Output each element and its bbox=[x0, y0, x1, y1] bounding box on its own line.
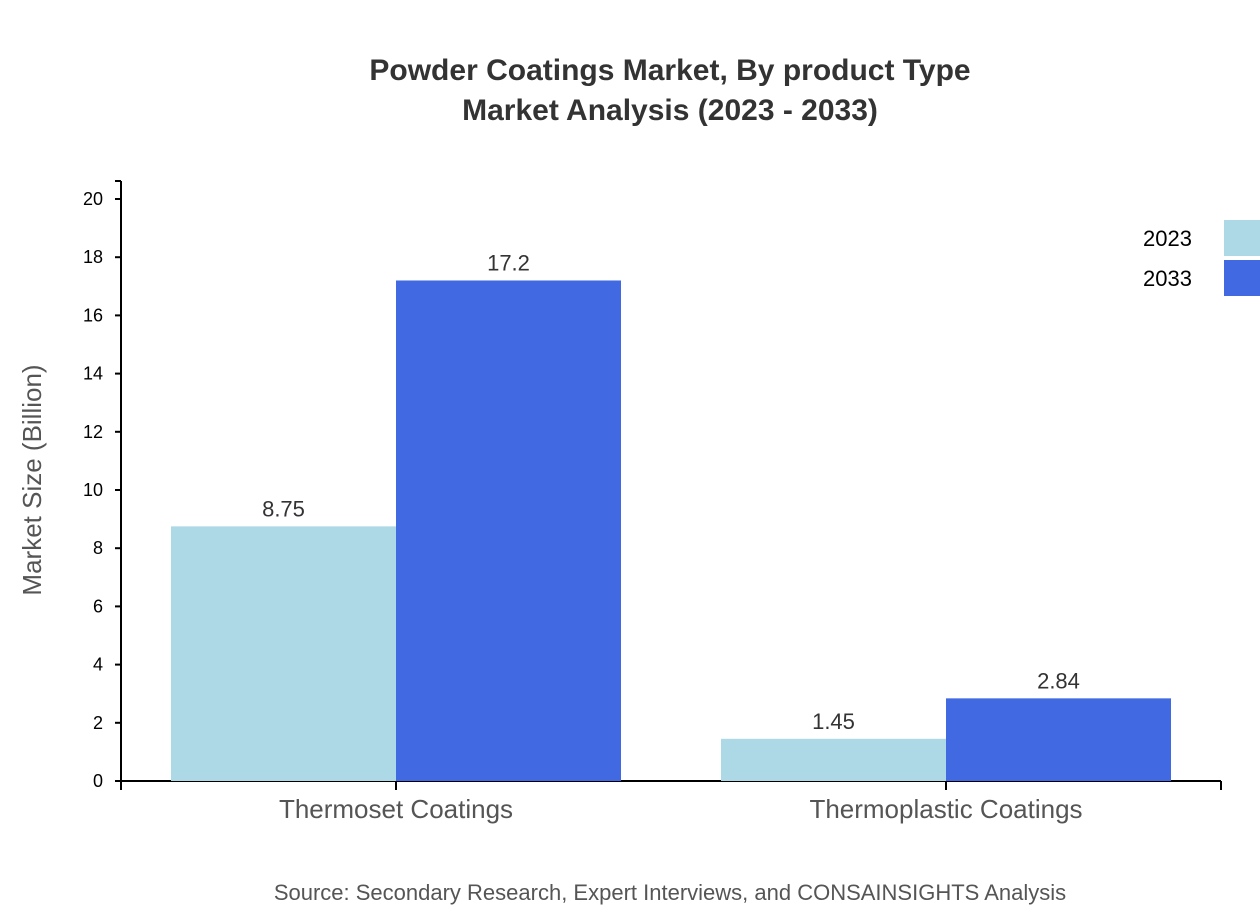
bars bbox=[170, 280, 1172, 781]
bar-2033[interactable] bbox=[396, 280, 622, 781]
legend-label-2023: 2023 bbox=[1143, 226, 1192, 251]
y-tick-label: 0 bbox=[93, 771, 103, 791]
data-labels: 8.75 17.2 1.45 2.84 bbox=[262, 250, 1080, 733]
y-axis-label: Market Size (Billion) bbox=[17, 364, 47, 595]
bar-value-label: 8.75 bbox=[262, 496, 305, 521]
y-tick-label: 18 bbox=[83, 247, 103, 267]
bar-2023[interactable] bbox=[170, 526, 396, 781]
x-tick-label: Thermoplastic Coatings bbox=[809, 794, 1082, 824]
y-tick-label: 16 bbox=[83, 305, 103, 325]
legend-label-2033: 2033 bbox=[1143, 266, 1192, 291]
y-tick-label: 8 bbox=[93, 538, 103, 558]
y-tick-label: 12 bbox=[83, 422, 103, 442]
x-axis: Thermoset Coatings Thermoplastic Coatings bbox=[120, 780, 1222, 824]
y-tick-label: 10 bbox=[83, 480, 103, 500]
y-tick-label: 4 bbox=[93, 655, 103, 675]
legend-swatch-2033 bbox=[1224, 260, 1260, 296]
legend-swatch-2023 bbox=[1224, 220, 1260, 256]
y-axis: 0 2 4 6 8 10 12 14 16 18 20 bbox=[83, 180, 122, 791]
bar-value-label: 1.45 bbox=[812, 709, 855, 734]
y-tick-label: 6 bbox=[93, 596, 103, 616]
y-tick-label: 20 bbox=[83, 189, 103, 209]
y-tick-label: 2 bbox=[93, 713, 103, 733]
bar-2023[interactable] bbox=[720, 738, 946, 781]
bar-value-label: 17.2 bbox=[487, 250, 530, 275]
x-tick-label: Thermoset Coatings bbox=[279, 794, 513, 824]
y-tick-label: 14 bbox=[83, 364, 103, 384]
bar-2033[interactable] bbox=[946, 698, 1172, 781]
source-note: Source: Secondary Research, Expert Inter… bbox=[274, 880, 1066, 905]
bar-value-label: 2.84 bbox=[1037, 668, 1080, 693]
chart-title-line-1: Powder Coatings Market, By product Type bbox=[369, 54, 970, 87]
chart-title-line-2: Market Analysis (2023 - 2033) bbox=[462, 94, 878, 127]
legend: 2023 2033 bbox=[1143, 220, 1260, 296]
